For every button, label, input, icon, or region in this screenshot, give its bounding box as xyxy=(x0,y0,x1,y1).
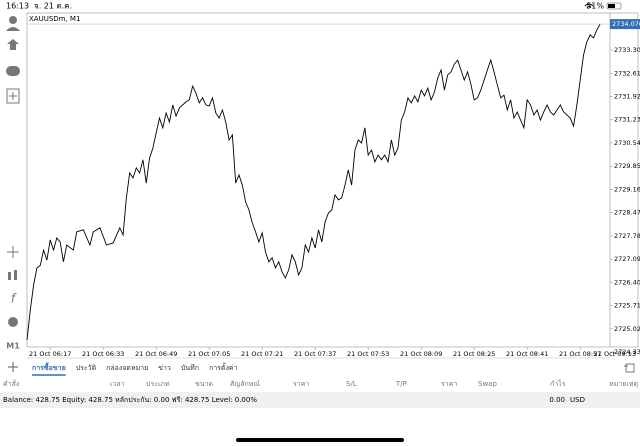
tab[interactable]: กล่องจดหมาย xyxy=(106,364,148,372)
status-battery: 51% xyxy=(586,2,604,11)
x-tick-label: 21 Oct 07:21 xyxy=(241,350,283,358)
balance-currency: USD xyxy=(570,396,585,404)
column-header: กำไร xyxy=(550,379,566,388)
price-marker-label: 2734.070 xyxy=(612,20,640,28)
y-tick-label: 2726.400 xyxy=(614,278,640,286)
column-header: เวลา xyxy=(110,380,125,388)
chart-symbol: XAUUSDm, M1 xyxy=(29,15,80,23)
y-tick-label: 2727.090 xyxy=(614,255,640,263)
y-tick-label: 2727.780 xyxy=(614,232,640,240)
x-tick-label: 21 Oct 06:49 xyxy=(135,350,177,358)
tab[interactable]: การซื้อขาย xyxy=(32,361,66,372)
y-tick-label: 2725.020 xyxy=(614,325,640,333)
balance-row xyxy=(0,392,640,408)
y-tick-label: 2725.710 xyxy=(614,302,640,310)
trade-icon[interactable] xyxy=(7,39,19,50)
tabs: การซื้อขาย ประวัติ กล่องจดหมาย ข่าว บันทึก กา… xyxy=(32,361,238,376)
price-marker-box xyxy=(610,19,640,30)
layout-icon[interactable] xyxy=(624,363,635,373)
x-tick-label: 21 Oct 06:33 xyxy=(82,350,124,358)
new-order-icon[interactable] xyxy=(6,88,20,104)
crosshair-icon[interactable] xyxy=(7,246,19,258)
column-header: T/P xyxy=(395,380,407,388)
y-tick-label: 2729.850 xyxy=(614,162,640,170)
column-header: ราคา xyxy=(441,380,457,388)
x-tick-label: 21 Oct 06:17 xyxy=(29,350,71,358)
x-tick-label: 21 Oct 08:25 xyxy=(453,350,495,358)
x-tick-label: 21 Oct 08:57 xyxy=(559,350,601,358)
wifi-icon xyxy=(584,3,594,8)
tab[interactable]: ประวัติ xyxy=(76,364,97,372)
x-tick-label: 21 Oct 08:41 xyxy=(506,350,548,358)
status-time: 16:13 xyxy=(6,2,29,11)
toolbar: f xyxy=(6,16,20,327)
column-header: ราคา xyxy=(293,380,309,388)
column-header: หมายเหตุ xyxy=(609,380,638,388)
balance-profit: 0.00 xyxy=(549,396,565,404)
x-tick-label: 21 Oct 07:53 xyxy=(347,350,389,358)
price-line xyxy=(26,23,601,340)
battery-icon xyxy=(606,2,622,10)
y-tick-label: 2724.330 xyxy=(614,348,640,356)
function-icon[interactable]: f xyxy=(11,292,17,306)
objects-icon[interactable] xyxy=(8,317,18,327)
tab[interactable]: บันทึก xyxy=(181,363,199,372)
timeframe-button[interactable]: M1 xyxy=(6,342,20,351)
indicator-icon[interactable] xyxy=(8,272,11,280)
status-date: จ. 21 ต.ค. xyxy=(34,2,72,11)
chat-icon[interactable] xyxy=(6,66,20,76)
y-tick-label: 2731.230 xyxy=(614,116,640,124)
x-tick-label: 21 Oct 09:13 xyxy=(594,350,636,358)
y-tick-label: 2728.470 xyxy=(614,209,640,217)
column-header: Swap xyxy=(478,380,497,388)
indicator-icon-2 xyxy=(14,270,17,280)
y-tick-label: 2731.920 xyxy=(614,93,640,101)
column-header: สัญลักษณ์ xyxy=(230,380,260,388)
add-button[interactable] xyxy=(8,362,18,372)
account-icon[interactable] xyxy=(9,16,17,24)
account-icon-body[interactable] xyxy=(6,27,20,31)
column-header: คำสั่ง xyxy=(3,379,19,388)
y-tick-label: 2729.160 xyxy=(614,185,640,193)
x-tick-label: 21 Oct 08:09 xyxy=(400,350,442,358)
x-tick-label: 21 Oct 07:37 xyxy=(294,350,336,358)
y-tick-label: 2732.610 xyxy=(614,69,640,77)
chart-frame xyxy=(26,12,639,348)
home-indicator xyxy=(236,438,404,442)
balance-summary: Balance: 428.75 Equity: 428.75 หลักประกั… xyxy=(3,396,257,404)
plot: 2733.300 2732.610 2731.920 2731.230 2730.540… xyxy=(26,19,640,358)
column-header: ขนาด xyxy=(195,380,213,388)
y-tick-label: 2730.540 xyxy=(614,139,640,147)
tab[interactable]: ข่าว xyxy=(158,364,171,372)
column-header: ประเภท xyxy=(146,380,170,388)
tab[interactable]: การตั้งค่า xyxy=(209,361,238,372)
x-tick-label: 21 Oct 07:05 xyxy=(188,350,230,358)
column-header: S/L xyxy=(346,380,357,388)
new-order-plus xyxy=(9,92,17,100)
y-tick-label: 2733.300 xyxy=(614,46,640,54)
column-headers: คำสั่ง เวลา ประเภท ขนาด สัญลักษณ์ ราคา S/L T/P ร… xyxy=(3,379,638,388)
battery-level xyxy=(608,4,615,8)
